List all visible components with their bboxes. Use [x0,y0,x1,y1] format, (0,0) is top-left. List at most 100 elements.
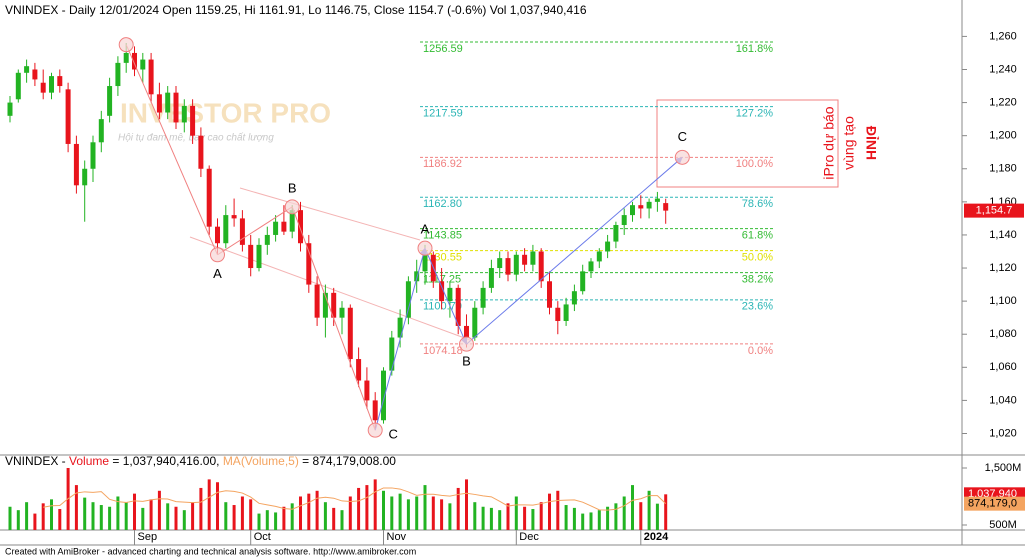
wave-arrow [424,247,468,345]
volume-bar [390,496,394,530]
candle-body [605,241,611,252]
candle-body [82,168,88,186]
candle-body [563,304,569,321]
fib-ratio-label: 127.2% [736,107,774,119]
volume-bar [216,482,219,530]
y-tick-label: 1,260 [989,30,1017,42]
volume-bar [489,507,493,530]
volume-bar [473,502,477,530]
wave-label: C [389,427,398,442]
candle-body [364,380,370,401]
volume-title-part: = 1,037,940,416.00, [109,454,223,468]
volume-bar [58,509,62,530]
volume-title-part: VNINDEX - [5,454,69,468]
volume-bar [572,507,576,530]
candle-body [7,102,13,116]
volume-bar [606,506,610,530]
fib-ratio-label: 78.6% [742,198,773,210]
candle-body [630,205,635,216]
x-tick-label: Sep [138,531,158,543]
volume-bar [149,499,153,530]
candle-body [322,292,328,318]
volume-bar [498,510,502,530]
candle-body [223,215,229,244]
volume-bar [16,510,20,530]
volume-bar [456,487,460,530]
candle-body [464,325,469,338]
volume-bar [33,513,37,530]
wave-point [674,149,690,165]
x-tick-label: Dec [519,531,539,543]
wave-line [291,206,376,431]
fib-price-label: 1143.85 [423,229,462,241]
y-tick-label: 1,100 [989,295,1017,307]
volume-bar [539,502,543,530]
candle-body [331,292,337,318]
candle-body [663,203,669,211]
wave-label: C [678,129,687,144]
wave-point [210,247,225,263]
candle-body [646,201,652,209]
candle-body [15,72,21,100]
fib-ratio-label: 23.6% [742,301,773,313]
volume-bar [166,503,170,530]
volume-bar [597,510,601,530]
candle-body [588,261,594,272]
wave-point [284,199,300,215]
volume-bar [589,512,593,530]
ma-line [43,487,667,511]
volume-bar [133,493,136,530]
volume-bar [655,503,659,530]
candle-body [49,76,54,93]
volume-bar [207,479,211,530]
wave-label: A [421,222,430,237]
wave-point [417,240,433,256]
volume-bar [41,503,45,530]
candle-body [24,66,30,73]
volume-bar [431,496,435,530]
volume-bar [282,506,286,530]
volume-bar [465,479,468,530]
volume-bar [299,496,302,530]
candle-body [306,243,312,285]
candle-body [613,225,619,242]
volume-bar [514,496,518,530]
wave-point [459,336,474,352]
volume-bar [265,510,269,530]
candle-body [107,86,113,116]
candle-body [156,94,162,113]
candle-body [32,69,38,80]
candle-body [472,307,478,338]
fib-ratio-label: 0.0% [748,345,773,357]
volume-bar [99,505,103,530]
volume-bar [506,503,510,530]
volume-bar [365,485,369,530]
candle-body [231,215,237,219]
candle-body [190,105,196,136]
candle-body [405,281,411,318]
wave-point [367,422,383,438]
wave-line [217,206,293,256]
volume-bar [481,506,485,530]
candle-body [206,168,212,227]
y-tick-label: 1,060 [989,361,1017,373]
last-price-label: 1,154.7 [976,205,1013,217]
volume-bar [157,490,161,530]
volume-bar [307,493,311,530]
candle-body [115,62,121,87]
volume-bar [315,490,319,530]
volume-bar [124,502,128,530]
volume-bar [182,510,186,530]
volume-title-part: = 874,179,008.00 [299,454,396,468]
footer: Created with AmiBroker - advanced charti… [5,546,416,556]
volume-bar [639,502,643,530]
candle-body [57,76,63,87]
x-tick-label: Oct [254,531,271,543]
volume-bar [240,496,244,530]
candle-body [148,59,154,95]
volume-bar [614,503,618,530]
candle-body [215,226,220,244]
volume-bar [249,499,253,530]
volume-bar [141,507,145,530]
